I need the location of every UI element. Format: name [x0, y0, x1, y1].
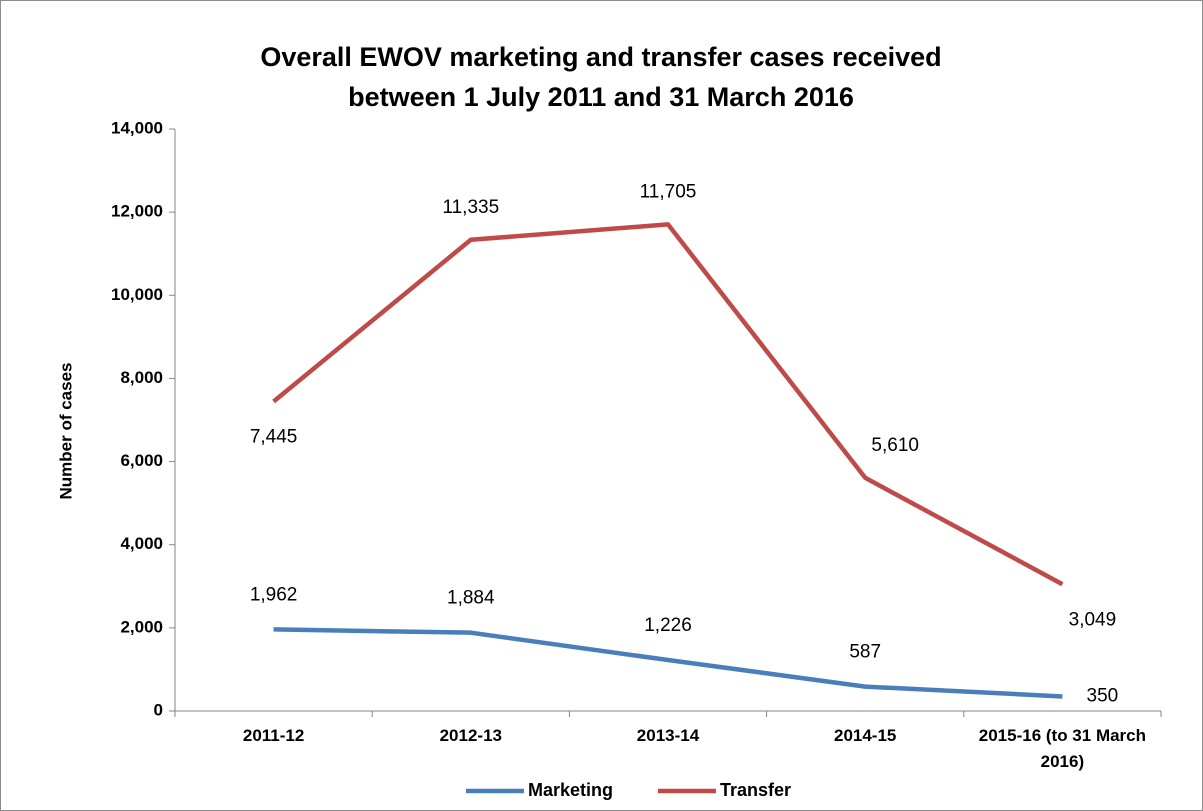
x-tick-label: 2013-14 [636, 726, 700, 745]
x-tick-label: 2012-13 [439, 726, 502, 745]
y-tick-label: 12,000 [111, 202, 163, 221]
data-label: 7,445 [250, 427, 298, 448]
data-label: 1,884 [447, 588, 495, 609]
y-tick-label: 14,000 [111, 118, 163, 137]
chart-title: Overall EWOV marketing and transfer case… [260, 42, 942, 112]
y-tick-label: 4,000 [120, 534, 163, 553]
data-label: 587 [849, 642, 881, 663]
data-label: 3,049 [1069, 609, 1117, 630]
x-tick-label: 2015-16 (to 31 March 2016) [978, 726, 1147, 771]
data-label: 350 [1087, 685, 1119, 706]
x-tick-label: 2011-12 [242, 726, 305, 745]
data-label: 11,705 [640, 181, 697, 202]
x-tick-label: 2014-15 [833, 726, 897, 745]
series-line [273, 627, 1063, 699]
legend-label: Marketing [528, 780, 613, 800]
y-tick-label: 10,000 [111, 285, 163, 304]
y-tick-label: 2,000 [120, 617, 163, 636]
data-label: 11,335 [442, 197, 499, 218]
y-tick-label: 6,000 [120, 451, 163, 470]
data-label: 5,610 [871, 435, 919, 456]
data-label: 1,962 [250, 584, 298, 605]
data-label: 1,226 [644, 615, 692, 636]
y-tick-label: 8,000 [120, 368, 163, 387]
series-line [272, 222, 1064, 587]
y-tick-label: 0 [154, 700, 163, 719]
y-axis-label: Number of cases [56, 363, 75, 500]
legend-label: Transfer [720, 780, 791, 800]
